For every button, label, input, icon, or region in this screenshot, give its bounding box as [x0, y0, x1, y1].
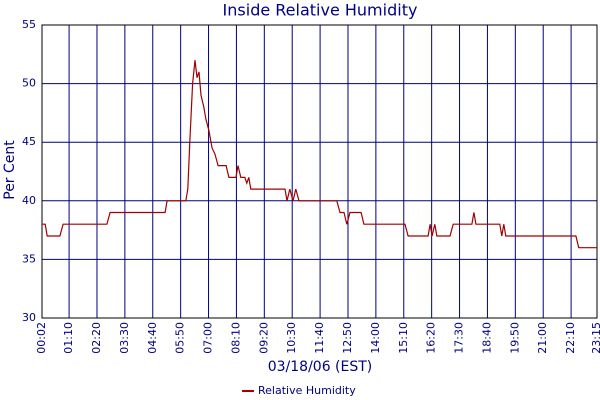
x-tick-label: 01:10 — [62, 322, 75, 354]
x-tick-label: 16:20 — [425, 322, 438, 354]
y-tick-label: 35 — [22, 252, 36, 265]
x-tick-label: 04:40 — [146, 322, 159, 354]
x-tick-label: 14:00 — [369, 322, 382, 354]
plot-border — [41, 24, 598, 319]
y-tick-label: 55 — [22, 18, 36, 31]
x-tick-label: 18:40 — [480, 322, 493, 354]
x-tick-label: 09:20 — [257, 322, 270, 354]
x-tick-label: 12:50 — [341, 322, 354, 354]
x-axis-label: 03/18/06 (EST) — [268, 359, 373, 375]
y-axis-label: Per Cent — [2, 140, 18, 200]
x-tick-label: 03:30 — [118, 322, 131, 354]
x-tick-label: 19:50 — [508, 322, 521, 354]
x-tick-label: 15:10 — [397, 322, 410, 354]
y-tick-label: 50 — [22, 77, 36, 90]
x-tick-label: 22:10 — [564, 322, 577, 354]
y-tick-label: 40 — [22, 194, 36, 207]
legend-label: Relative Humidity — [258, 384, 356, 397]
x-tick-label: 08:10 — [229, 322, 242, 354]
x-tick-label: 21:00 — [536, 322, 549, 354]
line — [42, 60, 597, 249]
x-tick-label: 05:50 — [174, 322, 187, 354]
x-tick-label: 11:40 — [313, 322, 326, 354]
y-tick-label: 45 — [22, 135, 36, 148]
x-tick-label: 23:15 — [590, 322, 600, 354]
x-tick-label: 00:02 — [35, 322, 48, 354]
x-tick-label: 07:00 — [202, 322, 215, 354]
x-tick-label: 17:30 — [453, 322, 466, 354]
y-tick-label: 30 — [22, 311, 36, 324]
x-tick-label: 10:30 — [285, 322, 298, 354]
chart-title: Inside Relative Humidity — [223, 1, 418, 20]
x-tick-label: 02:20 — [90, 322, 103, 354]
